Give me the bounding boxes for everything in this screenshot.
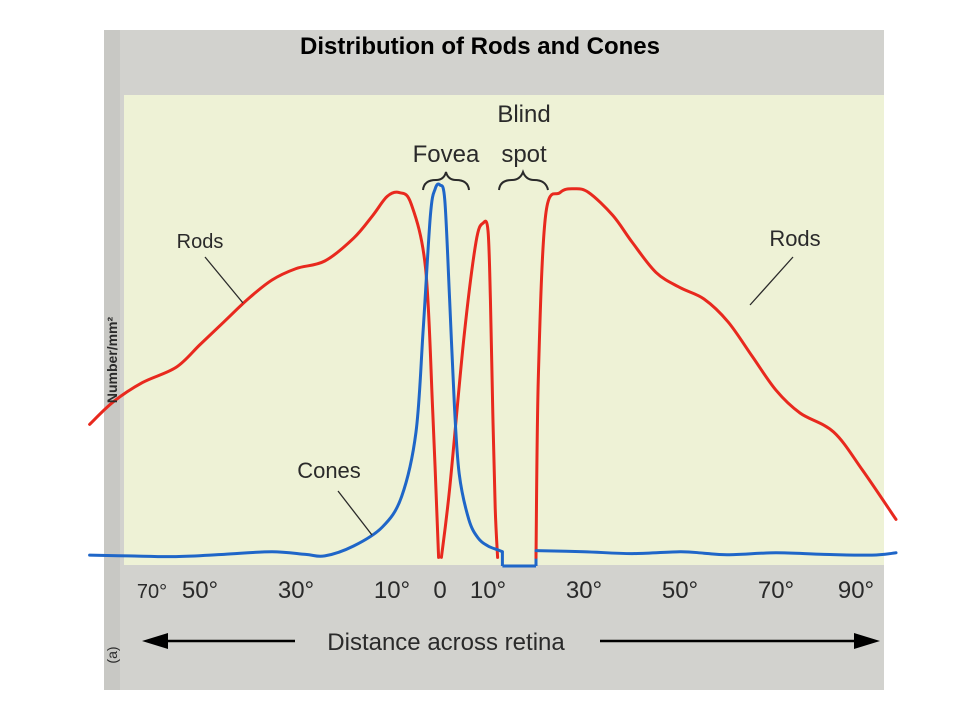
rods-curve-segment-3 xyxy=(534,187,898,559)
x-axis-title-group: (a) Distance across retina xyxy=(104,629,880,664)
rods-leader-left xyxy=(204,256,244,304)
blind-spot-label-line-1: Blind xyxy=(497,101,550,128)
plot-area xyxy=(124,95,884,565)
slide-title: Distribution of Rods and Cones xyxy=(300,33,660,60)
x-tick-label: 10° xyxy=(374,577,410,604)
y-axis-label-text: Number/mm² xyxy=(104,316,120,403)
series-layer xyxy=(88,182,898,559)
x-tick-labels: 70° 50° 30° 10° 0 10° 30° 50° 70° 90° xyxy=(137,577,874,604)
series-label-cones: Cones xyxy=(297,458,373,536)
series-label-rods-right: Rods xyxy=(749,226,821,306)
x-tick-label: 90° xyxy=(838,577,874,604)
rods-label-left: Rods xyxy=(177,231,224,253)
x-tick-label: 50° xyxy=(182,577,218,604)
x-tick-label: 0 xyxy=(433,577,446,604)
rods-label-right: Rods xyxy=(769,226,820,251)
rods-leader-right xyxy=(749,256,794,306)
panel-label: (a) xyxy=(104,646,120,663)
cones-curve-segment-1 xyxy=(88,182,504,559)
series-label-rods-left: Rods xyxy=(177,231,244,304)
annotation-blind-spot: Blind spot xyxy=(497,101,551,191)
cones-leader xyxy=(337,490,373,536)
fovea-label: Fovea xyxy=(413,141,480,168)
x-tick-label: 30° xyxy=(566,577,602,604)
cones-curve-segment-2 xyxy=(534,549,898,557)
x-tick-label: 10° xyxy=(470,577,506,604)
blind-spot-brace-icon xyxy=(498,169,549,191)
fovea-brace-icon xyxy=(422,171,470,191)
right-arrow-icon xyxy=(854,633,880,649)
x-tick-label: 30° xyxy=(278,577,314,604)
x-tick-label: 70° xyxy=(758,577,794,604)
left-arrow-icon xyxy=(142,633,168,649)
x-tick-label: 50° xyxy=(662,577,698,604)
annotation-fovea: Fovea xyxy=(413,141,480,191)
blind-spot-label-line-2: spot xyxy=(501,141,547,168)
y-axis-label: Number/mm² xyxy=(104,316,120,403)
x-axis-title: Distance across retina xyxy=(327,629,565,656)
x-tick-label: 70° xyxy=(137,581,167,603)
cones-label: Cones xyxy=(297,458,361,483)
